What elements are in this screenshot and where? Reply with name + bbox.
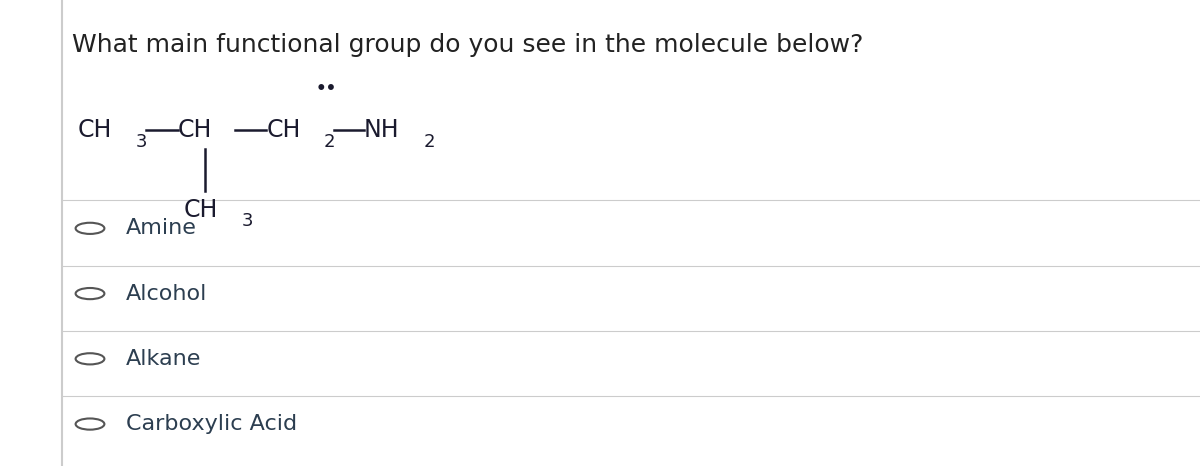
Text: Amine: Amine xyxy=(126,219,197,238)
Text: Carboxylic Acid: Carboxylic Acid xyxy=(126,414,298,434)
Text: Alkane: Alkane xyxy=(126,349,202,369)
Text: What main functional group do you see in the molecule below?: What main functional group do you see in… xyxy=(72,33,863,57)
Text: 2: 2 xyxy=(424,133,436,151)
Text: CH: CH xyxy=(78,118,113,143)
Text: 2: 2 xyxy=(324,133,336,151)
Text: ••: •• xyxy=(316,80,337,97)
Text: CH: CH xyxy=(184,198,218,222)
Text: CH: CH xyxy=(178,118,212,143)
Text: 3: 3 xyxy=(241,212,253,230)
Text: NH: NH xyxy=(364,118,400,143)
Text: Alcohol: Alcohol xyxy=(126,284,208,303)
Text: CH: CH xyxy=(266,118,301,143)
Text: 3: 3 xyxy=(136,133,148,151)
